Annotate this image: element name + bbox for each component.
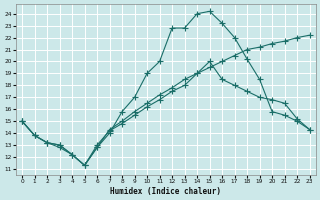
- X-axis label: Humidex (Indice chaleur): Humidex (Indice chaleur): [110, 187, 221, 196]
